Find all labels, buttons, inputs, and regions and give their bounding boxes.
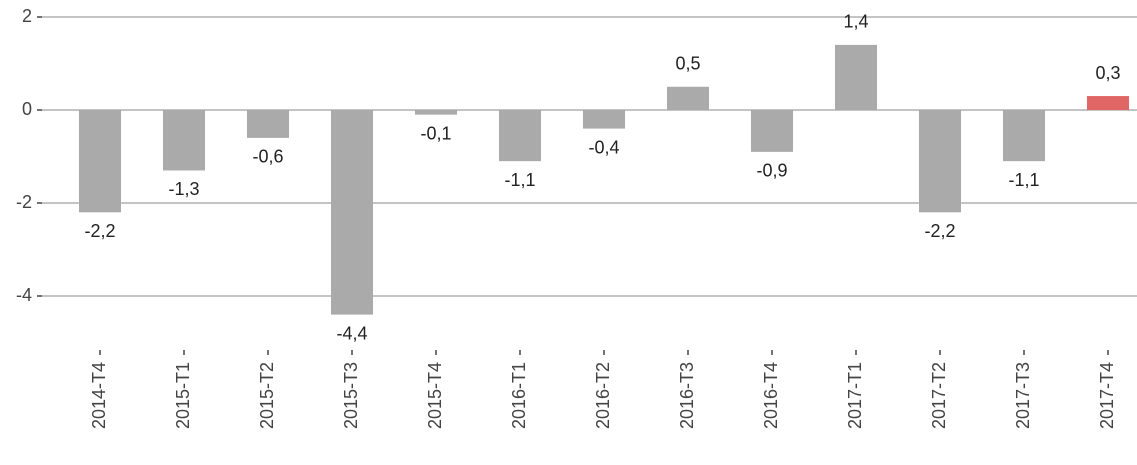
x-tick-label: 2015-T1 — [173, 362, 193, 429]
bar — [919, 110, 961, 213]
value-label: -1,1 — [504, 170, 535, 190]
value-label: 0,5 — [675, 54, 700, 74]
value-label: -0,9 — [756, 161, 787, 181]
bar — [583, 110, 625, 129]
x-tick-label: 2015-T4 — [425, 362, 445, 429]
x-tick-label: 2015-T3 — [341, 362, 361, 429]
value-label: -2,2 — [84, 221, 115, 241]
y-tick-label: -4 — [16, 285, 32, 305]
x-tick-label: 2016-T4 — [761, 362, 781, 429]
value-label: -2,2 — [924, 221, 955, 241]
x-tick-label: 2017-T2 — [929, 362, 949, 429]
x-tick-label: 2016-T2 — [593, 362, 613, 429]
bar — [331, 110, 373, 315]
bar — [415, 110, 457, 115]
bar — [163, 110, 205, 171]
x-tick-label: 2016-T1 — [509, 362, 529, 429]
x-tick-label: 2017-T3 — [1013, 362, 1033, 429]
value-label: -4,4 — [336, 323, 367, 343]
value-label: 1,4 — [843, 12, 868, 32]
x-tick-label: 2016-T3 — [677, 362, 697, 429]
value-label: -0,4 — [588, 137, 619, 157]
bar — [667, 86, 709, 110]
value-label: -1,3 — [168, 179, 199, 199]
y-tick-label: -2 — [16, 192, 32, 212]
value-label: -0,6 — [252, 147, 283, 167]
value-label: 0,3 — [1095, 63, 1120, 83]
y-tick-label: 0 — [22, 99, 32, 119]
x-tick-label: 2014-T4 — [89, 362, 109, 429]
bar — [1003, 110, 1045, 162]
bar — [499, 110, 541, 162]
x-tick-label: 2017-T1 — [845, 362, 865, 429]
value-label: -1,1 — [1008, 170, 1039, 190]
bar — [79, 110, 121, 213]
x-tick-label: 2017-T4 — [1097, 362, 1117, 429]
value-label: -0,1 — [420, 123, 451, 143]
y-tick-label: 2 — [22, 6, 32, 26]
bar — [835, 44, 877, 110]
bar — [1087, 96, 1129, 110]
bar — [751, 110, 793, 152]
bar — [247, 110, 289, 138]
x-tick-label: 2015-T2 — [257, 362, 277, 429]
